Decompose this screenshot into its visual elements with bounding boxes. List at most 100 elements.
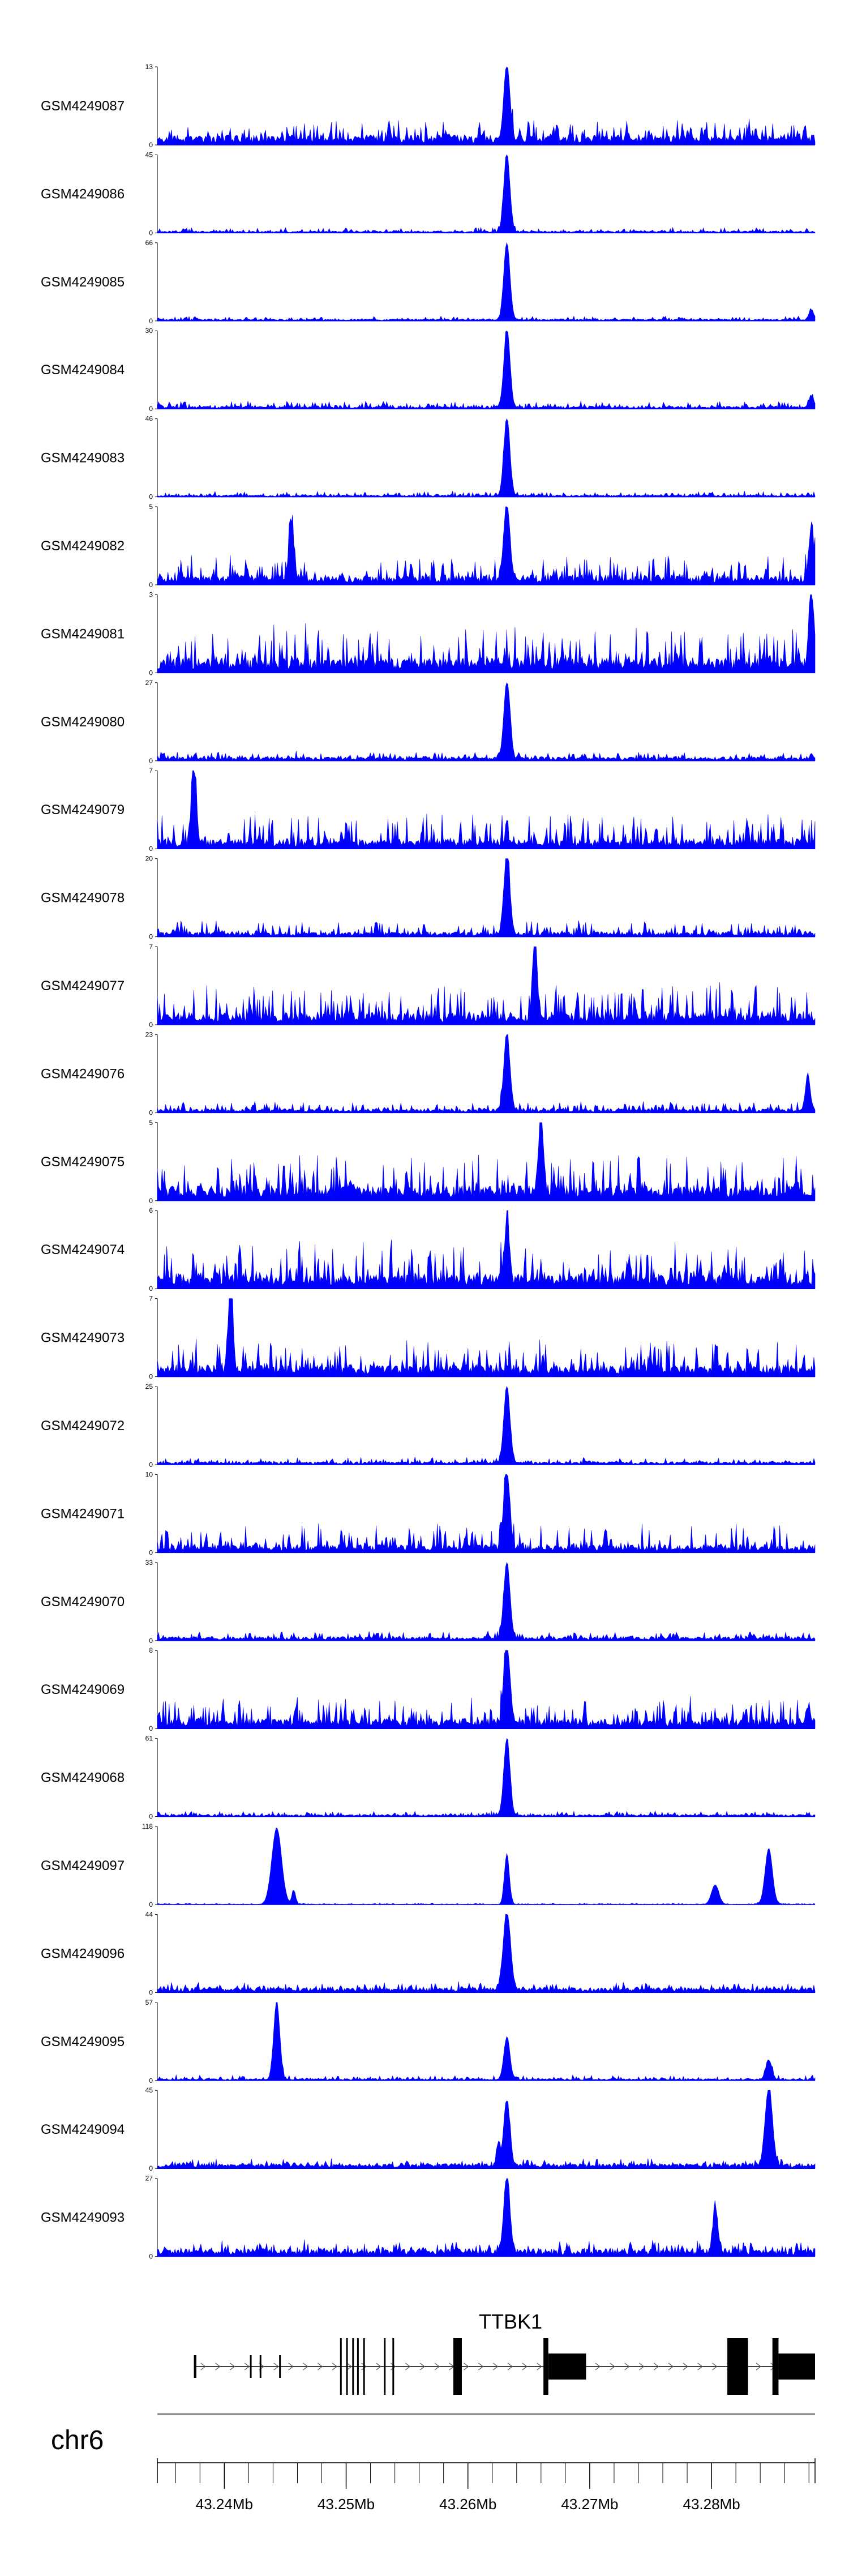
- track-label: GSM4249097: [41, 1858, 125, 1873]
- y-axis-max-label: 13: [145, 63, 153, 71]
- track-label: GSM4249077: [41, 978, 125, 994]
- signal-area: [157, 2178, 816, 2257]
- y-axis-max-label: 10: [145, 1470, 153, 1478]
- y-axis-zero-label: 0: [149, 2253, 153, 2261]
- track-GSM4249093: GSM4249093 27 0: [41, 2175, 816, 2261]
- y-axis-zero-label: 0: [149, 1725, 153, 1732]
- track-GSM4249077: GSM4249077 7 0: [41, 943, 816, 1029]
- signal-area: [157, 1298, 816, 1377]
- y-axis-max-label: 8: [149, 1646, 153, 1654]
- strand-arrow: [697, 2363, 703, 2370]
- y-axis-zero-label: 0: [149, 1197, 153, 1205]
- gene-name: TTBK1: [479, 2310, 542, 2333]
- track-GSM4249079: GSM4249079 7 0: [41, 767, 816, 853]
- exon: [727, 2338, 748, 2395]
- track-GSM4249095: GSM4249095 57 0: [41, 1999, 816, 2085]
- y-axis-max-label: 6: [149, 1206, 153, 1214]
- strand-arrow: [537, 2363, 542, 2370]
- strand-arrow: [244, 2363, 250, 2370]
- axis-tick-label: 43.28Mb: [683, 2496, 740, 2513]
- axis-tick-label: 43.24Mb: [196, 2496, 253, 2513]
- y-axis-zero-label: 0: [149, 845, 153, 853]
- exon: [194, 2355, 196, 2378]
- track-GSM4249087: GSM4249087 13 0: [41, 63, 816, 149]
- strand-arrow: [419, 2363, 426, 2370]
- signal-area: [157, 1650, 816, 1729]
- y-axis-max-label: 45: [145, 151, 153, 159]
- y-axis-max-label: 57: [145, 1999, 153, 2006]
- y-axis-max-label: 23: [145, 1030, 153, 1038]
- strand-arrow: [391, 2363, 396, 2370]
- track-label: GSM4249081: [41, 626, 125, 641]
- track-label: GSM4249094: [41, 2122, 125, 2137]
- y-axis-zero-label: 0: [149, 757, 153, 765]
- track-label: GSM4249083: [41, 451, 125, 466]
- exon: [250, 2355, 252, 2378]
- strand-arrow: [464, 2363, 469, 2370]
- y-axis-zero-label: 0: [149, 1285, 153, 1293]
- strand-arrow: [610, 2363, 615, 2370]
- track-GSM4249070: GSM4249070 33 0: [41, 1559, 816, 1645]
- signal-area: [157, 1738, 816, 1817]
- track-label: GSM4249076: [41, 1066, 125, 1081]
- signal-area: [157, 242, 816, 322]
- y-axis-zero-label: 0: [149, 669, 153, 677]
- track-label: GSM4249086: [41, 186, 125, 202]
- strand-arrow: [653, 2363, 659, 2370]
- strand-arrow: [434, 2363, 440, 2370]
- signal-area: [157, 946, 816, 1025]
- strand-arrow: [332, 2363, 338, 2370]
- signal-area: [157, 770, 816, 849]
- gene-track: TTBK1: [194, 2310, 815, 2395]
- track-GSM4249083: GSM4249083 46 0: [41, 415, 816, 501]
- y-axis-zero-label: 0: [149, 1813, 153, 1821]
- strand-arrow: [288, 2363, 294, 2370]
- genome-axis: chr6 43.24Mb 43.25Mb 43.26Mb 43.27Mb 43.28Mb: [51, 2413, 816, 2513]
- track-label: GSM4249071: [41, 1506, 125, 1521]
- y-axis-zero-label: 0: [149, 1988, 153, 1996]
- strand-arrow: [376, 2363, 381, 2370]
- exon: [548, 2354, 586, 2380]
- track-GSM4249071: GSM4249071 10 0: [41, 1470, 816, 1556]
- track-label: GSM4249095: [41, 2034, 125, 2049]
- track-GSM4249084: GSM4249084 30 0: [41, 327, 816, 413]
- y-axis-max-label: 27: [145, 679, 153, 687]
- y-axis-zero-label: 0: [149, 1021, 153, 1029]
- track-GSM4249073: GSM4249073 7 0: [41, 1295, 816, 1381]
- signal-area: [157, 1914, 816, 1993]
- exon: [543, 2338, 548, 2395]
- track-GSM4249082: GSM4249082 5 0: [41, 503, 816, 589]
- y-axis-zero-label: 0: [149, 1109, 153, 1116]
- y-axis-max-label: 7: [149, 1295, 153, 1303]
- track-GSM4249085: GSM4249085 66 0: [41, 239, 816, 325]
- track-GSM4249081: GSM4249081 3 0: [41, 590, 816, 677]
- signal-area: [157, 66, 816, 146]
- strand-arrow: [361, 2363, 367, 2370]
- track-GSM4249074: GSM4249074 6 0: [41, 1206, 816, 1293]
- signal-area: [157, 1386, 816, 1465]
- y-axis-max-label: 5: [149, 503, 153, 511]
- strand-arrow: [200, 2363, 206, 2370]
- strand-arrow: [507, 2363, 513, 2370]
- signal-area: [157, 506, 816, 585]
- track-GSM4249080: GSM4249080 27 0: [41, 679, 816, 765]
- y-axis-max-label: 44: [145, 1910, 153, 1918]
- track-label: GSM4249078: [41, 891, 125, 906]
- y-axis-max-label: 25: [145, 1383, 153, 1390]
- exon: [453, 2338, 462, 2395]
- track-GSM4249068: GSM4249068 61 0: [41, 1735, 816, 1821]
- signal-area: [157, 330, 816, 409]
- y-axis-zero-label: 0: [149, 493, 153, 501]
- exon: [384, 2338, 386, 2395]
- strand-arrow: [215, 2363, 221, 2370]
- y-axis-zero-label: 0: [149, 2164, 153, 2172]
- track-GSM4249069: GSM4249069 8 0: [41, 1646, 816, 1732]
- y-axis-max-label: 46: [145, 415, 153, 423]
- track-label: GSM4249075: [41, 1154, 125, 1170]
- track-GSM4249086: GSM4249086 45 0: [41, 151, 816, 237]
- signal-area: [157, 858, 816, 937]
- track-label: GSM4249074: [41, 1242, 125, 1257]
- exon: [352, 2338, 354, 2395]
- signal-area: [157, 2090, 816, 2169]
